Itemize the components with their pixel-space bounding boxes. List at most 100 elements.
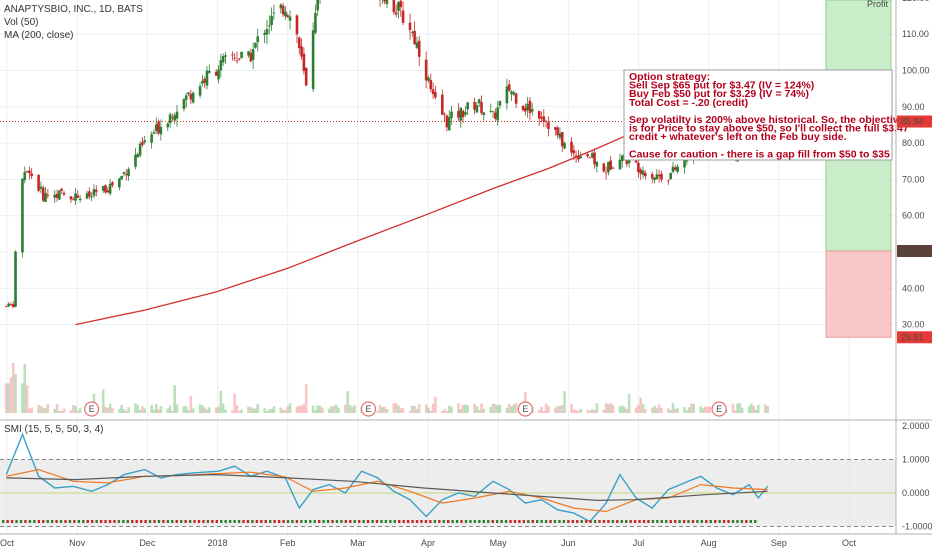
candle-body[interactable]	[574, 155, 578, 158]
candle-body[interactable]	[586, 154, 589, 157]
candle-body[interactable]	[297, 37, 301, 49]
candle-body[interactable]	[480, 102, 483, 114]
candle-body[interactable]	[556, 127, 559, 136]
candle-body[interactable]	[108, 183, 112, 194]
candle-body[interactable]	[5, 306, 8, 308]
candle-body[interactable]	[505, 86, 509, 104]
candle-body[interactable]	[673, 167, 677, 170]
candle-body[interactable]	[528, 100, 532, 113]
candle-body[interactable]	[187, 92, 190, 95]
strategy-note[interactable]: Option strategy:Sell Sep $65 put for $3.…	[623, 69, 909, 161]
candle-body[interactable]	[122, 172, 126, 174]
candle-body[interactable]	[512, 92, 516, 95]
candle-body[interactable]	[124, 174, 128, 176]
candle-body[interactable]	[611, 167, 615, 169]
candle-body[interactable]	[304, 67, 308, 86]
candle-body[interactable]	[554, 127, 557, 130]
candle-body[interactable]	[445, 115, 449, 128]
candle-body[interactable]	[138, 143, 142, 156]
candle-body[interactable]	[201, 80, 204, 84]
candle-body[interactable]	[431, 89, 435, 95]
candle-body[interactable]	[25, 171, 29, 173]
candle-body[interactable]	[235, 60, 239, 62]
candle-body[interactable]	[256, 36, 260, 43]
candle-body[interactable]	[434, 92, 437, 98]
candle-body[interactable]	[607, 161, 610, 173]
candle-body[interactable]	[157, 121, 160, 134]
candle-body[interactable]	[482, 112, 486, 116]
candle-body[interactable]	[263, 32, 266, 35]
candle-body[interactable]	[69, 196, 73, 200]
candle-body[interactable]	[459, 107, 463, 121]
candle-body[interactable]	[143, 140, 147, 143]
candle-body[interactable]	[150, 134, 153, 143]
candle-body[interactable]	[288, 16, 292, 21]
candle-body[interactable]	[595, 161, 599, 167]
candle-body[interactable]	[411, 31, 414, 33]
candle-body[interactable]	[530, 109, 534, 112]
candle-body[interactable]	[198, 86, 202, 96]
candle-body[interactable]	[219, 60, 223, 71]
candle-body[interactable]	[537, 111, 541, 119]
candle-body[interactable]	[457, 111, 460, 118]
candle-body[interactable]	[466, 102, 469, 110]
candle-body[interactable]	[28, 170, 31, 174]
candle-body[interactable]	[94, 189, 98, 192]
candle-body[interactable]	[265, 29, 269, 35]
candle-body[interactable]	[316, 0, 320, 11]
candle-body[interactable]	[650, 174, 654, 179]
candle-body[interactable]	[74, 193, 77, 201]
candle-body[interactable]	[224, 55, 227, 57]
candle-body[interactable]	[44, 192, 47, 202]
candle-body[interactable]	[496, 107, 499, 121]
candle-body[interactable]	[524, 107, 527, 112]
candle-body[interactable]	[572, 150, 576, 154]
candle-body[interactable]	[58, 190, 61, 200]
candle-body[interactable]	[464, 112, 467, 115]
note-box[interactable]	[623, 69, 893, 161]
candle-body[interactable]	[427, 77, 430, 81]
candle-body[interactable]	[272, 12, 276, 14]
candle-body[interactable]	[46, 194, 50, 196]
candle-body[interactable]	[579, 156, 583, 158]
candle-body[interactable]	[590, 153, 594, 158]
candle-body[interactable]	[182, 98, 186, 109]
candle-body[interactable]	[602, 163, 606, 172]
candle-body[interactable]	[111, 182, 114, 186]
candle-body[interactable]	[593, 152, 596, 165]
candle-body[interactable]	[450, 111, 453, 118]
earnings-marker-circle[interactable]	[711, 401, 727, 417]
candle-body[interactable]	[392, 0, 396, 13]
candle-body[interactable]	[214, 71, 218, 76]
candle-body[interactable]	[9, 304, 13, 306]
candle-body[interactable]	[71, 199, 75, 201]
candle-body[interactable]	[540, 116, 543, 119]
candle-body[interactable]	[78, 198, 82, 201]
candle-body[interactable]	[159, 127, 163, 135]
candle-body[interactable]	[394, 12, 398, 15]
candle-body[interactable]	[134, 154, 137, 167]
candle-body[interactable]	[609, 160, 613, 170]
candle-body[interactable]	[660, 173, 663, 180]
candle-body[interactable]	[644, 172, 647, 177]
candle-body[interactable]	[653, 177, 656, 181]
candle-body[interactable]	[240, 51, 243, 59]
candle-body[interactable]	[55, 193, 59, 198]
candle-body[interactable]	[88, 191, 91, 197]
candle-body[interactable]	[41, 187, 45, 201]
earnings-marker-circle[interactable]	[517, 401, 533, 417]
candle-body[interactable]	[171, 117, 174, 119]
candle-body[interactable]	[547, 122, 550, 129]
candle-body[interactable]	[461, 110, 465, 118]
candle-body[interactable]	[473, 101, 476, 110]
earnings-marker-circle[interactable]	[84, 401, 100, 417]
candle-body[interactable]	[221, 56, 225, 63]
candle-body[interactable]	[14, 251, 17, 307]
candle-body[interactable]	[247, 51, 250, 56]
candle-body[interactable]	[491, 110, 495, 112]
candle-body[interactable]	[447, 117, 451, 131]
candle-body[interactable]	[563, 143, 566, 149]
candle-body[interactable]	[141, 142, 144, 145]
candle-body[interactable]	[489, 111, 493, 112]
candle-body[interactable]	[37, 174, 40, 191]
